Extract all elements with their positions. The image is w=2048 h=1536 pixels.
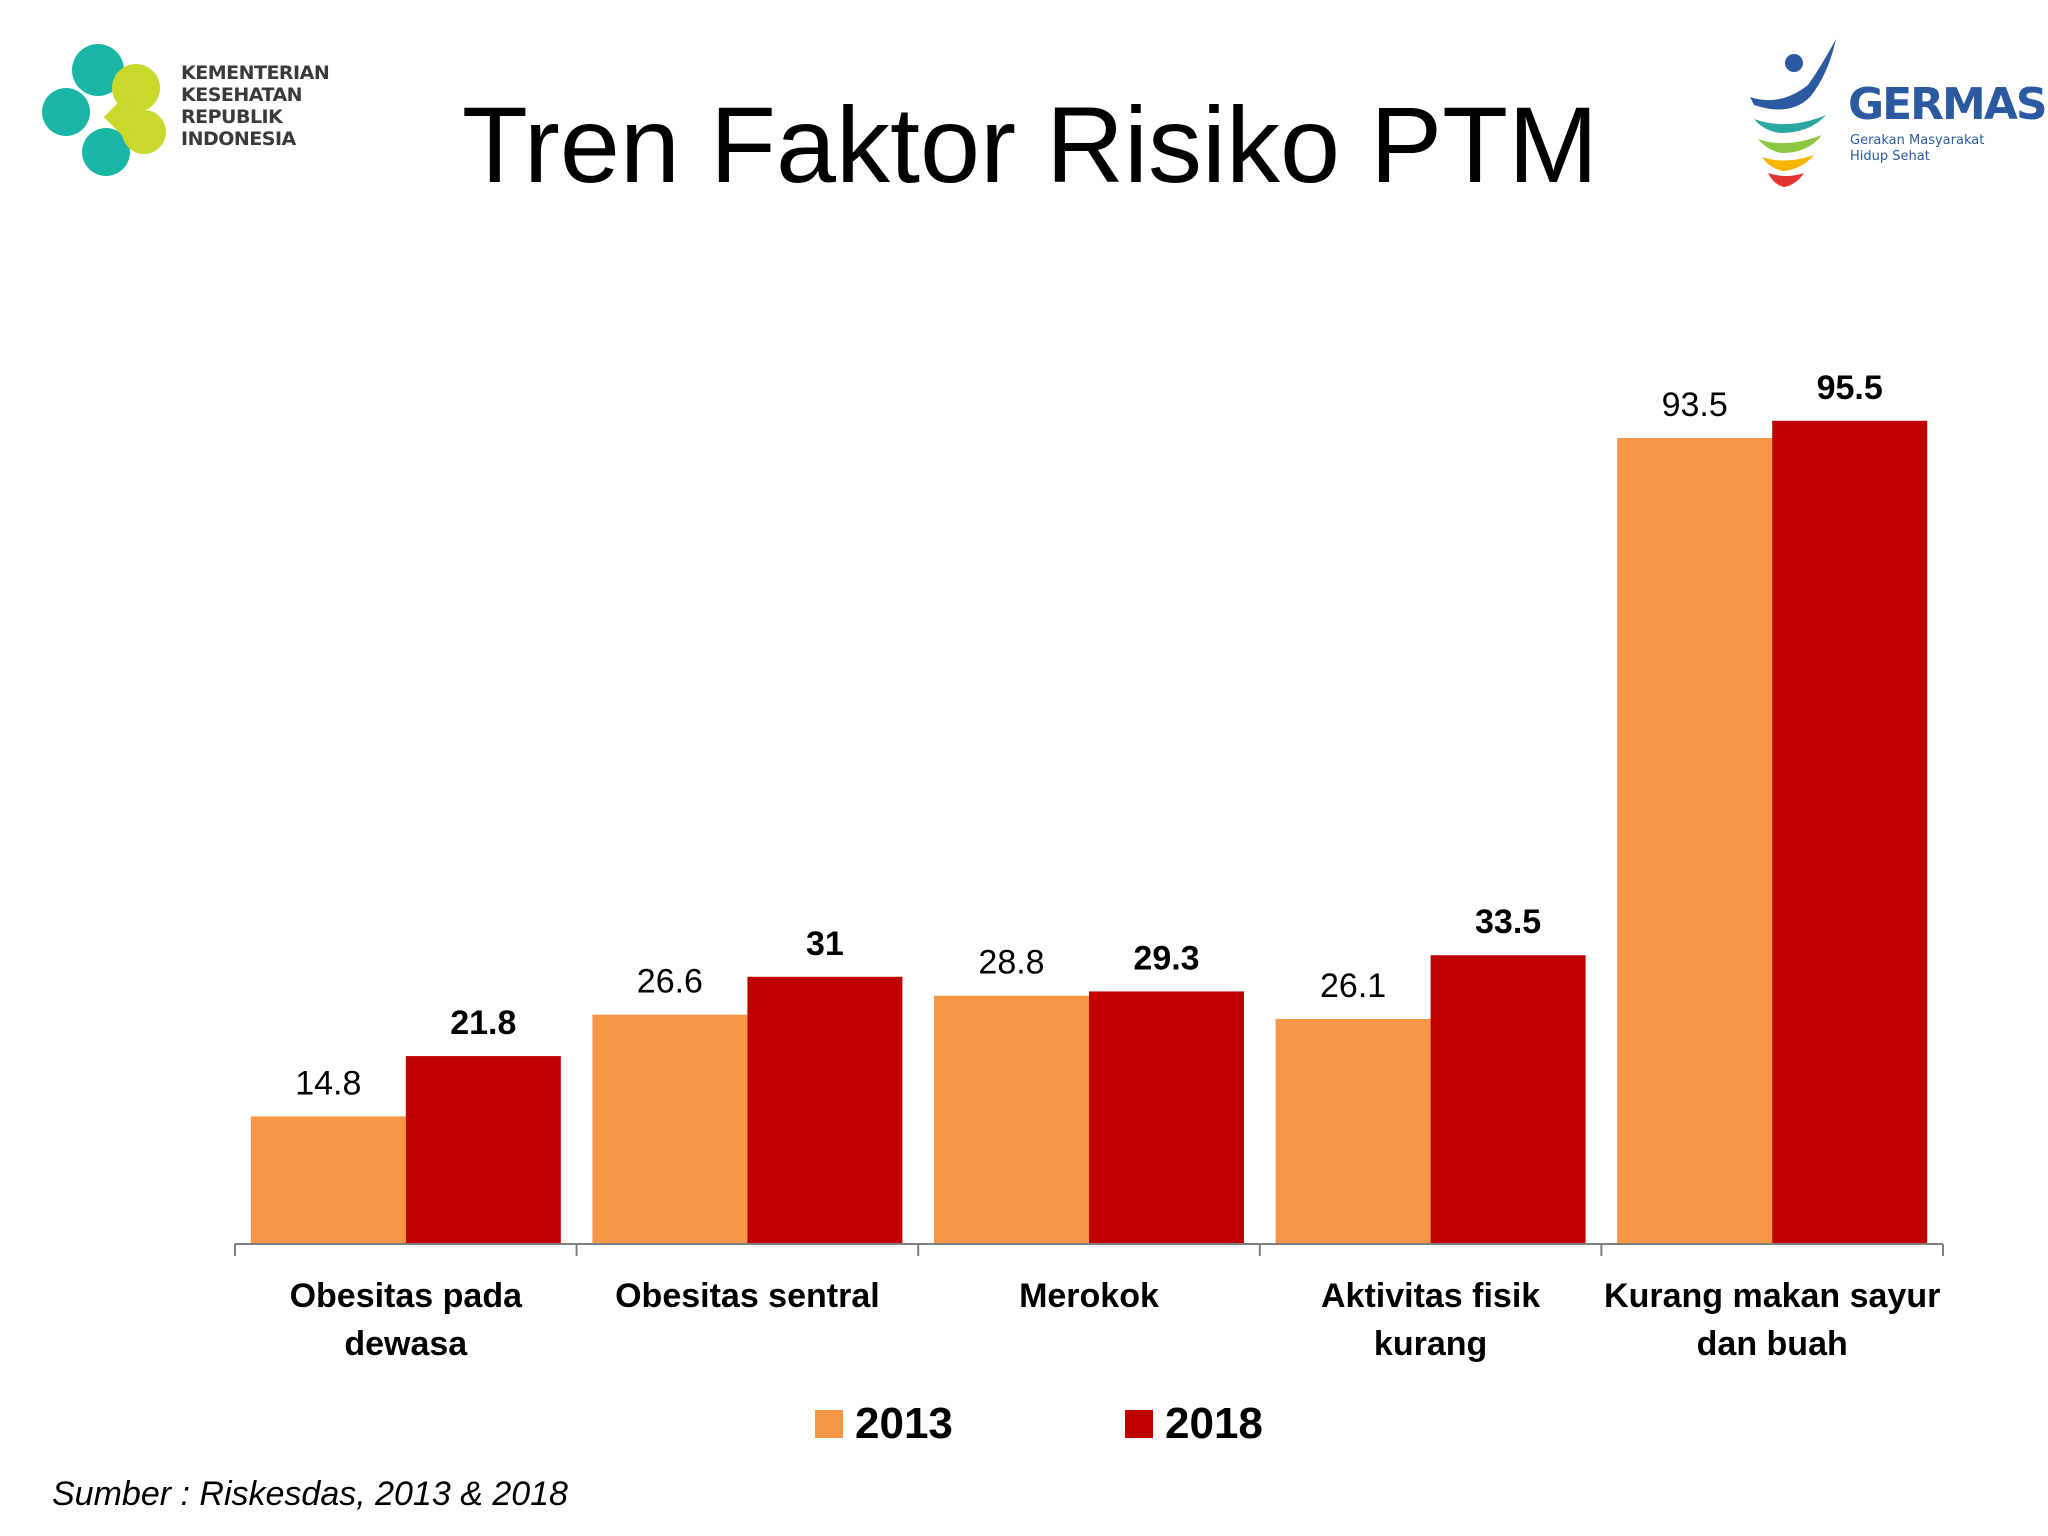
- germas-wordmark: GERMAS: [1848, 79, 2048, 130]
- data-label-2018-3: 33.5: [1475, 903, 1541, 941]
- bar-2013-1: [592, 1014, 748, 1244]
- category-label-3: kurang: [1374, 1325, 1487, 1363]
- category-label-2: Merokok: [1019, 1277, 1159, 1315]
- legend-swatch-2013: [815, 1410, 843, 1438]
- bar-2013-4: [1617, 438, 1773, 1244]
- kemenkes-line-2: KESEHATAN: [181, 84, 303, 106]
- bar-2018-2: [1089, 991, 1244, 1244]
- data-label-2013-2: 28.8: [978, 944, 1044, 982]
- category-label-0: Obesitas pada: [290, 1277, 524, 1315]
- page-title: Tren Faktor Risiko PTM: [461, 84, 1599, 205]
- category-label-4: dan buah: [1697, 1325, 1848, 1363]
- bar-2018-1: [747, 976, 903, 1244]
- kemenkes-emblem-icon: [42, 44, 166, 176]
- data-label-2013-0: 14.8: [295, 1064, 361, 1102]
- germas-tagline-line-2: Hidup Sehat: [1850, 149, 1930, 164]
- data-label-2018-4: 95.5: [1817, 369, 1883, 407]
- data-label-2013-1: 26.6: [637, 963, 703, 1001]
- category-label-0: dewasa: [344, 1325, 468, 1363]
- data-label-2018-2: 29.3: [1133, 939, 1199, 977]
- legend-swatch-2018: [1125, 1410, 1153, 1438]
- category-label-4: Kurang makan sayur: [1604, 1277, 1940, 1315]
- germas-emblem-icon: [1750, 39, 1836, 187]
- bar-2018-3: [1430, 955, 1586, 1244]
- legend-label-2018: 2018: [1165, 1399, 1263, 1448]
- kemenkes-logo: KEMENTERIAN KESEHATAN REPUBLIK INDONESIA: [40, 30, 340, 180]
- bar-2013-0: [250, 1116, 406, 1244]
- kemenkes-line-4: INDONESIA: [181, 128, 296, 150]
- category-label-1: Obesitas sentral: [615, 1277, 880, 1315]
- bar-2013-3: [1275, 1019, 1431, 1244]
- bar-2013-2: [934, 995, 1089, 1244]
- data-label-2013-4: 93.5: [1662, 386, 1728, 424]
- legend-label-2013: 2013: [855, 1399, 953, 1448]
- data-label-2018-0: 21.8: [450, 1004, 516, 1042]
- bar-2018-4: [1772, 420, 1928, 1244]
- kemenkes-line-1: KEMENTERIAN: [181, 62, 330, 84]
- kemenkes-line-3: REPUBLIK: [181, 106, 283, 128]
- category-label-3: Aktivitas fisik: [1321, 1277, 1540, 1315]
- source-note: Sumber : Riskesdas, 2013 & 2018: [52, 1475, 568, 1513]
- bar-2018-0: [405, 1056, 561, 1244]
- germas-logo: GERMAS Gerakan Masyarakat Hidup Sehat: [1740, 35, 2048, 195]
- data-label-2018-1: 31: [806, 925, 844, 963]
- data-label-2013-3: 26.1: [1320, 967, 1386, 1005]
- germas-tagline-line-1: Gerakan Masyarakat: [1850, 133, 1985, 148]
